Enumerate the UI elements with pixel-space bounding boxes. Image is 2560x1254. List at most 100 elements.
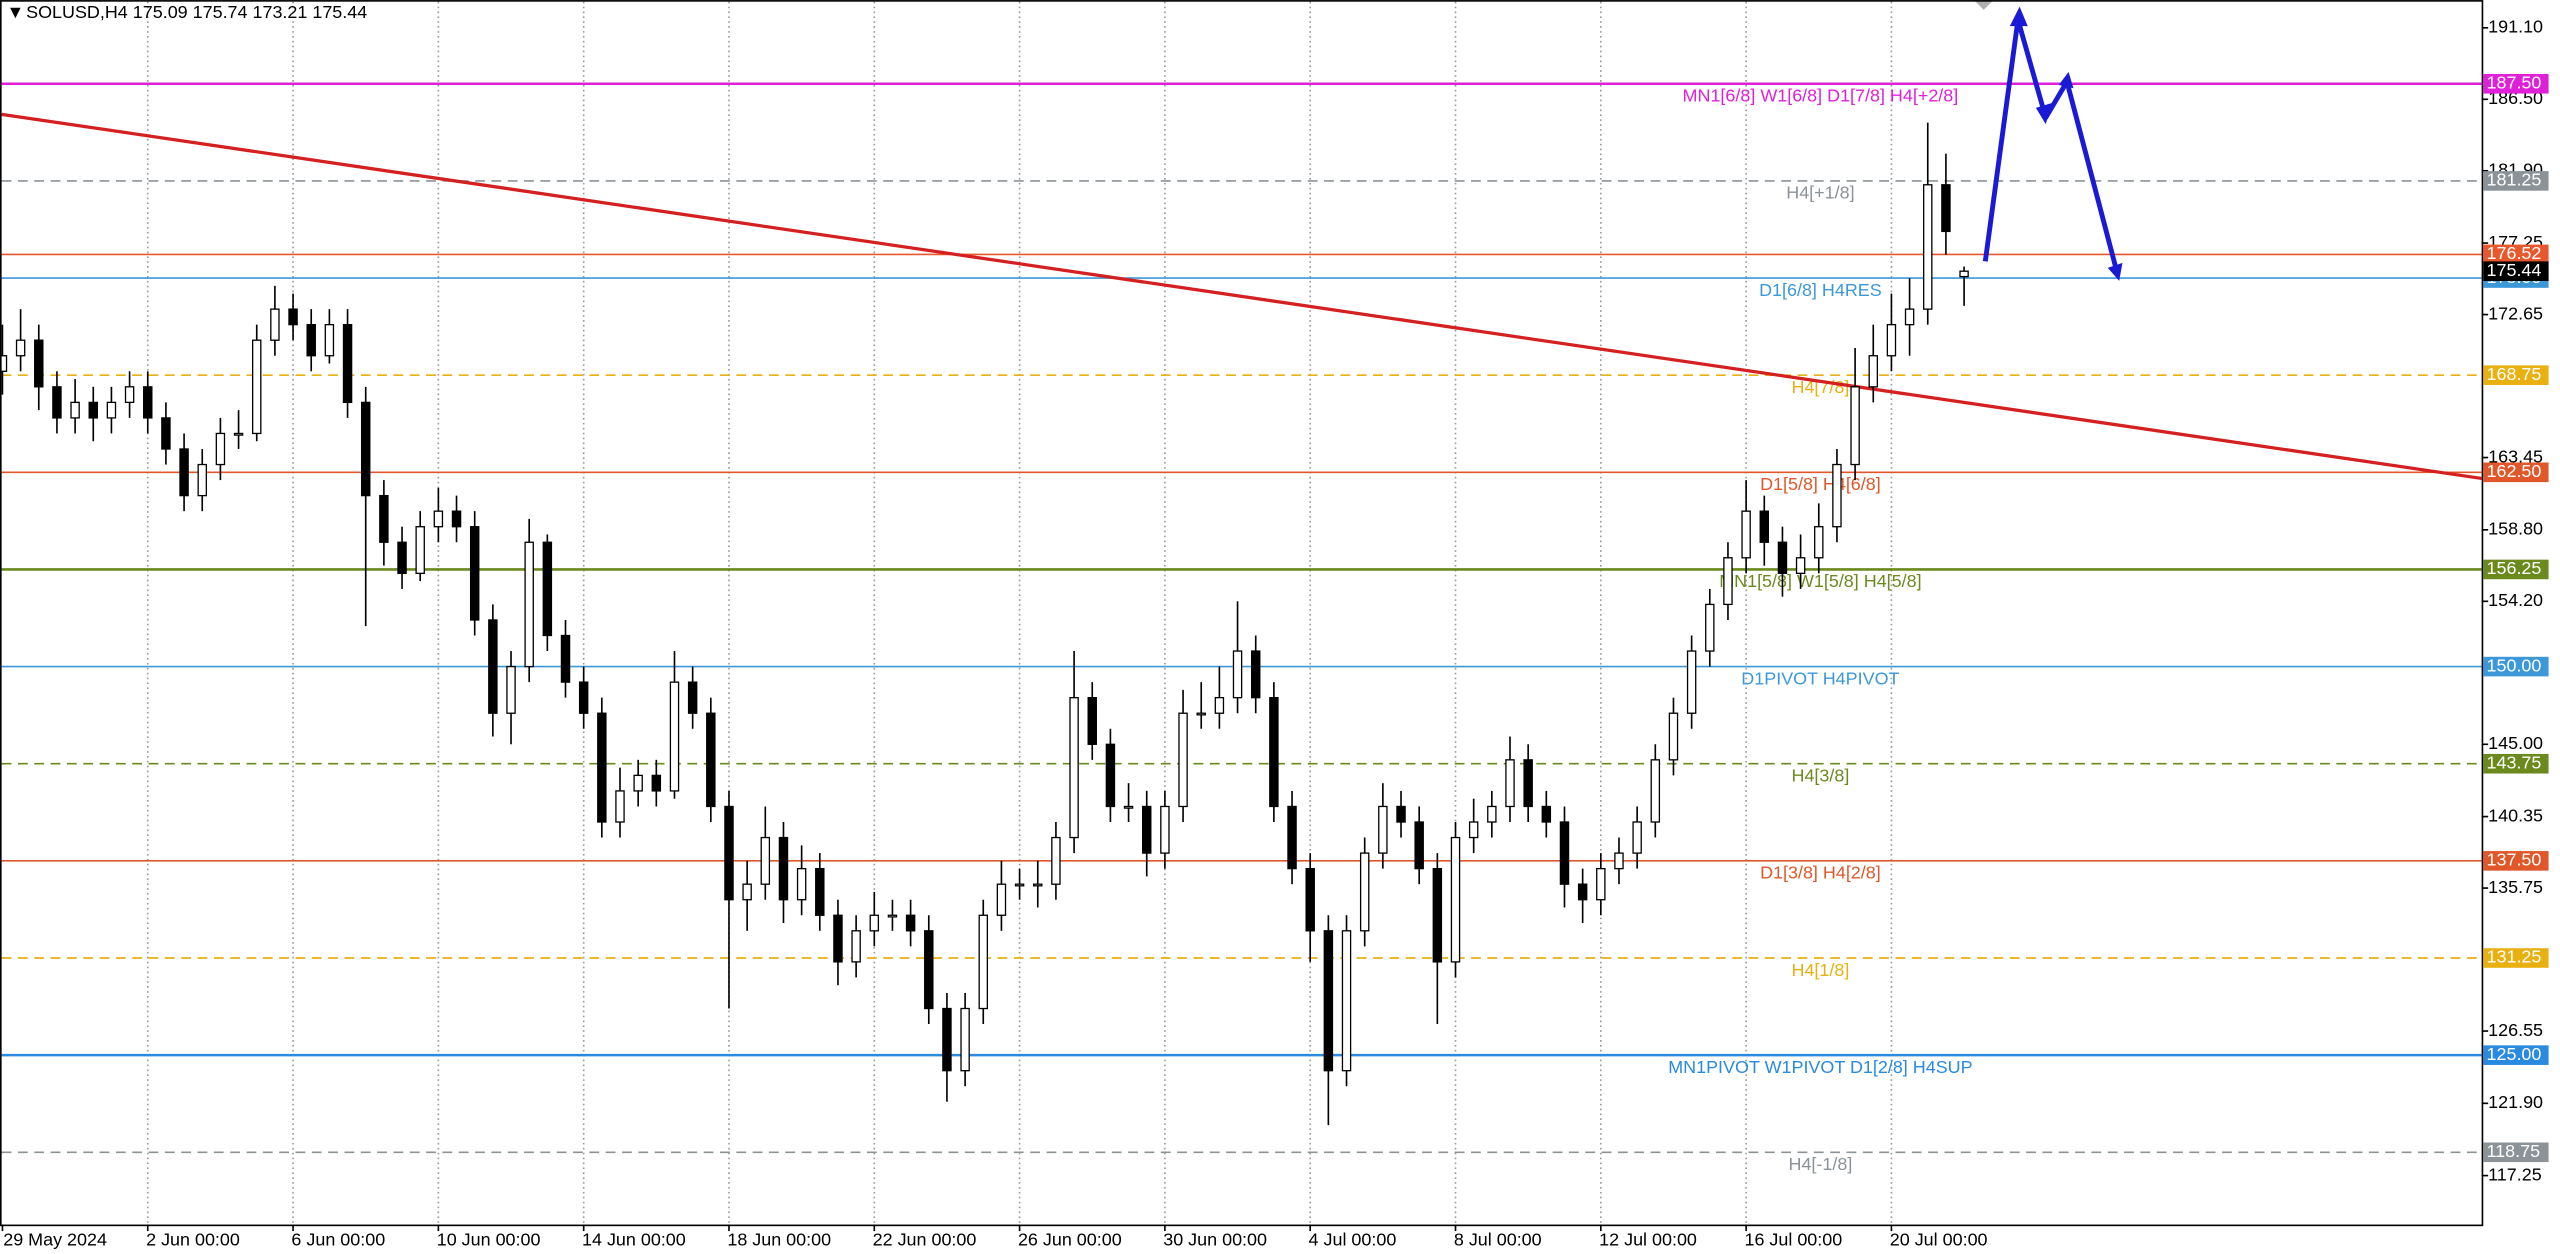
candle-body: [1287, 805, 1297, 870]
level-text: H4[1/8]: [1791, 960, 1849, 980]
level-text: MN1[5/8] W1[5/8] H4[5/8]: [1719, 571, 1921, 591]
candle-body: [215, 432, 226, 466]
candle-body: [324, 324, 335, 357]
price-tag-label: 181.25: [2487, 170, 2542, 190]
candle-body: [252, 339, 262, 435]
candle-body: [1741, 510, 1751, 559]
chart-header: SOLUSD,H4 175.09 175.74 173.21 175.44: [26, 2, 367, 22]
candle-body: [1396, 805, 1406, 823]
arrow-head: [2009, 6, 2028, 27]
candle-body: [706, 712, 716, 808]
candle-body: [1069, 697, 1079, 839]
level-text: H4[+1/8]: [1786, 183, 1854, 203]
price-tag: [2483, 462, 2549, 483]
candle-body: [415, 526, 425, 574]
x-tick-label: 4 Jul 00:00: [1309, 1230, 1397, 1250]
candle-body: [1341, 930, 1352, 1072]
price-tag: [2483, 365, 2549, 385]
open: 175.09: [133, 2, 188, 22]
candle-body: [1614, 852, 1624, 870]
candle-body: [1160, 805, 1170, 854]
candle-body: [1795, 557, 1806, 574]
candle-body: [796, 867, 807, 901]
arrow-head: [2035, 102, 2053, 125]
grid: [146, 1, 1893, 1225]
candle-body: [52, 386, 62, 419]
close: 175.44: [312, 2, 367, 22]
candle-body: [1759, 510, 1770, 543]
level-text: D1PIVOT H4PIVOT: [1741, 668, 1899, 688]
candle-body: [1505, 759, 1515, 808]
candle-body: [88, 401, 98, 419]
x-tick-label: 18 Jun 00:00: [727, 1230, 831, 1250]
candle-body: [615, 790, 625, 823]
candle-body: [1632, 821, 1642, 854]
y-tick-label: 158.80: [2488, 519, 2543, 539]
high: 175.74: [193, 2, 248, 22]
y-tick-label: 117.25: [2488, 1164, 2542, 1184]
candle-body: [1523, 759, 1533, 808]
candle-body: [960, 1007, 970, 1072]
price-tag: [2483, 559, 2549, 580]
price-tag-label: 187.50: [2487, 72, 2542, 92]
candle-body: [1868, 355, 1878, 388]
price-tag-label: 176.52: [2487, 243, 2542, 263]
candle-body: [34, 339, 44, 388]
y-tick-label: 126.55: [2488, 1020, 2543, 1040]
candle-body: [1904, 308, 1915, 326]
candle-body: [1123, 805, 1134, 809]
candle-body: [1650, 759, 1661, 823]
arrow-head: [2058, 71, 2074, 89]
candle-body: [633, 774, 643, 792]
y-tick-label: 163.45: [2488, 446, 2543, 466]
price-tag-label: 156.25: [2487, 558, 2542, 578]
candle-body: [1414, 821, 1424, 870]
candle-body: [306, 324, 316, 357]
candle-body: [1214, 697, 1225, 714]
x-tick-label: 12 Jul 00:00: [1599, 1230, 1697, 1250]
candle-body: [578, 681, 589, 714]
candle-body: [724, 805, 734, 901]
price-tag: [2483, 1142, 2549, 1163]
candle-body: [1959, 270, 1969, 278]
symbol: SOLUSD,H4: [26, 2, 128, 22]
candle-body: [179, 448, 189, 497]
price-tag: [2483, 656, 2549, 677]
candle-body: [1559, 821, 1570, 885]
candle-body: [1232, 650, 1243, 699]
price-tag-label: 143.75: [2487, 752, 2542, 772]
candle-body: [1705, 603, 1715, 652]
candle-body: [143, 386, 153, 419]
level-text: D1[6/8] H4RES: [1759, 280, 1882, 300]
candle-body: [1941, 184, 1951, 233]
candle-body: [1105, 743, 1116, 808]
candle-body: [742, 883, 752, 901]
candle-body: [70, 401, 80, 419]
price-tag-label: 150.00: [2487, 655, 2542, 675]
current-price-label: 175.44: [2487, 260, 2542, 280]
candle-body: [1087, 697, 1097, 745]
candle-body: [978, 914, 988, 1010]
candle-body: [161, 417, 171, 450]
candle-body: [815, 867, 825, 916]
candle-body: [1323, 930, 1334, 1072]
candle-body: [15, 339, 26, 357]
x-tick-label: 14 Jun 00:00: [582, 1230, 686, 1250]
y-tick-label: 191.10: [2488, 17, 2543, 37]
y-tick-label: 140.35: [2488, 805, 2543, 825]
candle-body: [1668, 712, 1679, 761]
candle-body: [1051, 836, 1061, 885]
candle-body: [1577, 883, 1588, 901]
candle-body: [106, 401, 117, 419]
candle-body: [1033, 883, 1043, 887]
candle-body: [342, 324, 353, 404]
level-text: H4[3/8]: [1791, 766, 1849, 786]
price-tags: 187.50181.25176.52175.00168.75162.50156.…: [2483, 72, 2549, 1163]
arrow-head: [2107, 262, 2123, 281]
price-tag: [2483, 753, 2549, 774]
x-tick-label: 6 Jun 00:00: [291, 1230, 385, 1250]
x-tick-label: 29 May 2024: [3, 1230, 107, 1250]
candle-body: [506, 665, 516, 714]
candle-body: [469, 526, 480, 621]
